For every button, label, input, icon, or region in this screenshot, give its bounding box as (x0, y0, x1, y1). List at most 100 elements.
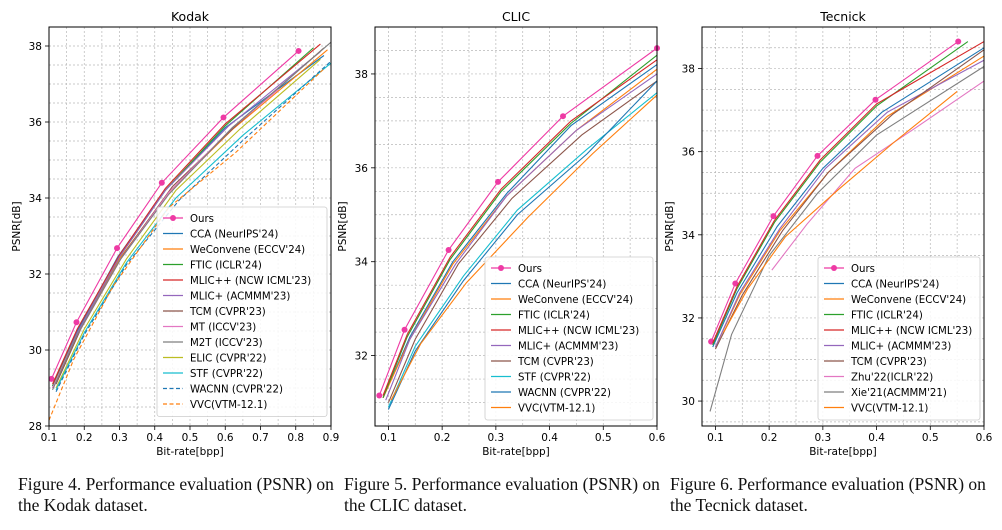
series-line-mlic-ncw-icml-23 (382, 59, 658, 396)
series-line-xie-21-acmmm-21 (709, 66, 985, 412)
legend-label: M2T (ICCV'23) (190, 338, 263, 349)
legend-label: CCA (NeurIPS'24) (190, 229, 278, 240)
caption-label: Figure 4. (18, 474, 82, 494)
y-tick-label: 38 (355, 69, 368, 81)
x-tick-label: 0.3 (111, 432, 128, 444)
legend-item-ours: Ours (491, 264, 542, 275)
series-line-mlic-acmmm-23 (52, 51, 321, 389)
series-line-mlic-acmmm-23 (385, 73, 658, 401)
legend-item-m2t-iccv-23: M2T (ICCV'23) (163, 338, 263, 349)
legend-label: VVC(VTM-12.1) (518, 403, 595, 414)
series-line-stf-cvpr-22 (55, 62, 332, 391)
x-tick-label: 0.4 (146, 432, 163, 444)
y-tick-label: 28 (29, 421, 42, 433)
legend-label: CCA (NeurIPS'24) (518, 279, 606, 290)
x-tick-label: 0.5 (595, 432, 612, 444)
legend-label: Ours (518, 264, 542, 275)
series-line-ours (378, 47, 658, 396)
x-tick-label: 0.9 (323, 432, 340, 444)
data-point-ours (495, 178, 502, 185)
legend-item-ours: Ours (163, 214, 214, 225)
legend-item-weconvene-eccv-24: WeConvene (ECCV'24) (491, 295, 633, 306)
legend-label: STF (CVPR'22) (190, 369, 263, 380)
legend: Ours CCA (NeurIPS'24) WeConvene (ECCV'24) F… (156, 206, 328, 417)
caption-text: Performance evaluation (PSNR) on the Tec… (670, 474, 986, 515)
legend-label: FTIC (ICLR'24) (851, 310, 923, 321)
legend-label: WeConvene (ECCV'24) (851, 295, 966, 306)
data-point-ours (814, 152, 821, 159)
legend-item-ftic-iclr-24: FTIC (ICLR'24) (824, 310, 923, 321)
legend-label: MLIC++ (NCW ICML'23) (518, 326, 639, 337)
legend-item-wacnn-cvpr-22: WACNN (CVPR'22) (491, 388, 611, 399)
data-point-ours (708, 338, 715, 345)
legend-item-vvc-vtm-12-1: VVC(VTM-12.1) (491, 403, 595, 414)
plot-frame (374, 26, 658, 427)
series-line-stf-cvpr-22 (387, 92, 658, 408)
caption-label: Figure 5. (344, 474, 408, 494)
chart-clic: 0.1 0.2 0.3 0.4 0.5 0.6 32 34 36 38 CLIC Bit-rate[b… (337, 9, 666, 458)
legend-box (484, 256, 654, 421)
y-tick-label: 34 (355, 257, 369, 269)
legend-label: Ours (851, 264, 875, 275)
series-line-wacnn-cvpr-22 (55, 60, 332, 393)
data-point-ours (955, 38, 962, 45)
legend-label: STF (CVPR'22) (518, 372, 591, 383)
legend-label: MLIC+ (ACMMM'23) (190, 291, 290, 302)
series-line-wacnn-cvpr-22 (387, 80, 658, 410)
x-tick-label: 0.1 (707, 432, 724, 444)
legend-label: TCM (CVPR'23) (189, 307, 266, 318)
x-tick-label: 0.1 (380, 432, 397, 444)
y-tick-label: 34 (682, 230, 696, 242)
legend-item-stf-cvpr-22: STF (CVPR'22) (491, 372, 591, 383)
legend-item-cca-neurips-24: CCA (NeurIPS'24) (491, 279, 606, 290)
caption-text: Performance evaluation (PSNR) on the Kod… (18, 474, 334, 515)
series-line-tcm-cvpr-23 (714, 49, 985, 350)
chart-tecnick: 0.1 0.2 0.3 0.4 0.5 0.6 30 32 34 36 38 Tecnick Bit-r… (664, 9, 993, 458)
legend-label: WACNN (CVPR'22) (518, 388, 611, 399)
legend-item-mlic-acmmm-23: MLIC+ (ACMMM'23) (491, 341, 618, 352)
x-tick-label: 0.2 (434, 432, 451, 444)
chart-kodak: 0.1 0.2 0.3 0.4 0.5 0.6 0.7 0.8 0.9 28 30 32 34 36 38 K… (11, 9, 339, 458)
legend-label: FTIC (ICLR'24) (518, 310, 590, 321)
legend-item-mlic-ncw-icml-23: MLIC++ (NCW ICML'23) (824, 326, 972, 337)
data-point-ours (560, 113, 566, 120)
series-line-ours (50, 50, 299, 380)
legend: Ours CCA (NeurIPS'24) WeConvene (ECCV'24) F… (484, 256, 654, 421)
x-tick-label: 0.6 (217, 432, 234, 444)
legend-item-mlic-ncw-icml-23: MLIC++ (NCW ICML'23) (163, 276, 311, 287)
series-line-mlic-ncw-icml-23 (52, 43, 321, 385)
legend-item-ftic-iclr-24: FTIC (ICLR'24) (491, 310, 590, 321)
chart-title: CLIC (502, 9, 530, 24)
legend-item-mlic-ncw-icml-23: MLIC++ (NCW ICML'23) (491, 326, 639, 337)
x-tick-label: 0.4 (868, 432, 885, 444)
legend-label: Ours (190, 214, 214, 225)
x-axis-label: Bit-rate[bpp] (156, 446, 224, 458)
data-point-ours (220, 114, 227, 121)
legend-label: CCA (NeurIPS'24) (851, 279, 939, 290)
legend-item-vvc-vtm-12-1: VVC(VTM-12.1) (824, 403, 928, 414)
legend-item-elic-cvpr-22: ELIC (CVPR'22) (163, 353, 267, 364)
series-line-vvc-vtm-12-1 (390, 94, 658, 401)
legend-label: VVC(VTM-12.1) (851, 403, 928, 414)
data-point-ours (445, 246, 452, 253)
y-axis-label: PSNR[dB] (11, 201, 23, 251)
caption-text: Performance evaluation (PSNR) on the CLI… (344, 474, 660, 515)
data-point-ours (114, 245, 121, 252)
data-point-ours (376, 392, 383, 399)
legend-label: WeConvene (ECCV'24) (190, 245, 305, 256)
series-line-vvc-vtm-12-1 (723, 90, 958, 333)
legend-item-stf-cvpr-22: STF (CVPR'22) (163, 369, 263, 380)
x-tick-label: 0.5 (182, 432, 199, 444)
legend-item-mt-iccv-23: MT (ICCV'23) (163, 322, 256, 333)
plot-frame (701, 26, 985, 427)
legend-marker (498, 265, 504, 271)
legend-item-tcm-cvpr-23: TCM (CVPR'23) (824, 357, 927, 368)
x-tick-label: 0.2 (76, 432, 93, 444)
series-line-zhu-22-iclr-22 (771, 80, 985, 271)
x-tick-label: 0.5 (922, 432, 939, 444)
y-tick-label: 30 (29, 345, 42, 357)
series-line-m2t-iccv-23 (52, 41, 332, 391)
data-point-ours (770, 213, 777, 220)
x-axis-label: Bit-rate[bpp] (809, 446, 877, 458)
y-tick-label: 36 (355, 163, 369, 175)
